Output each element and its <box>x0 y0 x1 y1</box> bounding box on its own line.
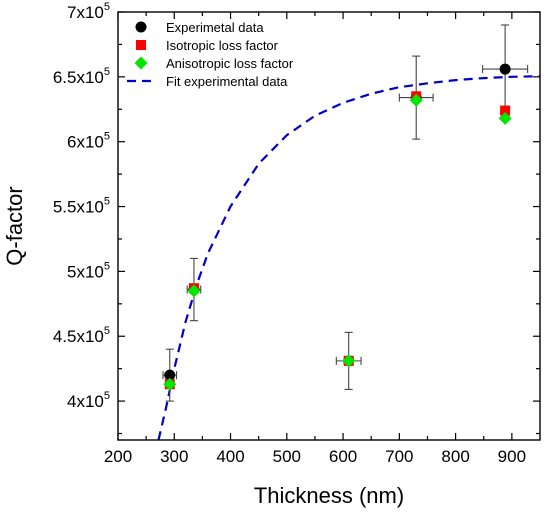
x-tick-label: 300 <box>160 447 188 466</box>
x-axis-title: Thickness (nm) <box>254 483 404 508</box>
diamond-data-point <box>342 354 356 368</box>
diamond-data-point <box>187 284 201 298</box>
legend-label: Anisotropic loss factor <box>166 56 294 71</box>
plot-frame <box>117 11 541 441</box>
x-tick-label: 400 <box>216 447 244 466</box>
diamond-data-point <box>163 377 177 391</box>
x-tick-label: 700 <box>385 447 413 466</box>
circle-data-point <box>164 369 176 381</box>
y-tick-label: 5x105 <box>67 260 110 281</box>
legend-label: Experimetal data <box>166 20 264 35</box>
x-tick-label: 200 <box>104 447 132 466</box>
y-tick-label: 5.5x105 <box>53 196 110 217</box>
y-tick-label: 6.5x105 <box>53 66 110 87</box>
x-tick-label: 600 <box>329 447 357 466</box>
circle-data-point <box>499 63 511 75</box>
x-tick-label: 800 <box>441 447 469 466</box>
y-tick-label: 6x105 <box>67 131 110 152</box>
y-tick-labels: 4x105 4.5x105 5x105 5.5x105 6x105 6.5x105 7x10… <box>53 1 110 411</box>
y-axis-title: Q-factor <box>2 186 27 265</box>
legend-square-swatch <box>136 40 146 50</box>
legend: Experimetal data Isotropic loss factor Ani… <box>127 20 294 89</box>
points-layer <box>163 63 512 391</box>
diamond-data-point <box>409 93 423 107</box>
fit-layer <box>157 75 541 441</box>
fit-curve <box>157 75 541 441</box>
error-bars-layer <box>162 24 529 402</box>
x-tick-labels: 200 300 400 500 600 700 800 900 <box>104 447 526 466</box>
ticks-layer <box>117 11 540 440</box>
square-data-point <box>500 105 511 116</box>
x-tick-label: 500 <box>273 447 301 466</box>
legend-diamond-swatch <box>134 56 148 70</box>
y-tick-label: 7x105 <box>67 1 110 22</box>
legend-label: Fit experimental data <box>166 74 288 89</box>
y-tick-label: 4.5x105 <box>53 325 110 346</box>
legend-circle-swatch <box>135 21 147 33</box>
y-tick-label: 4x105 <box>67 390 110 411</box>
diamond-data-point <box>498 111 512 125</box>
x-tick-label: 900 <box>498 447 526 466</box>
legend-label: Isotropic loss factor <box>166 38 279 53</box>
